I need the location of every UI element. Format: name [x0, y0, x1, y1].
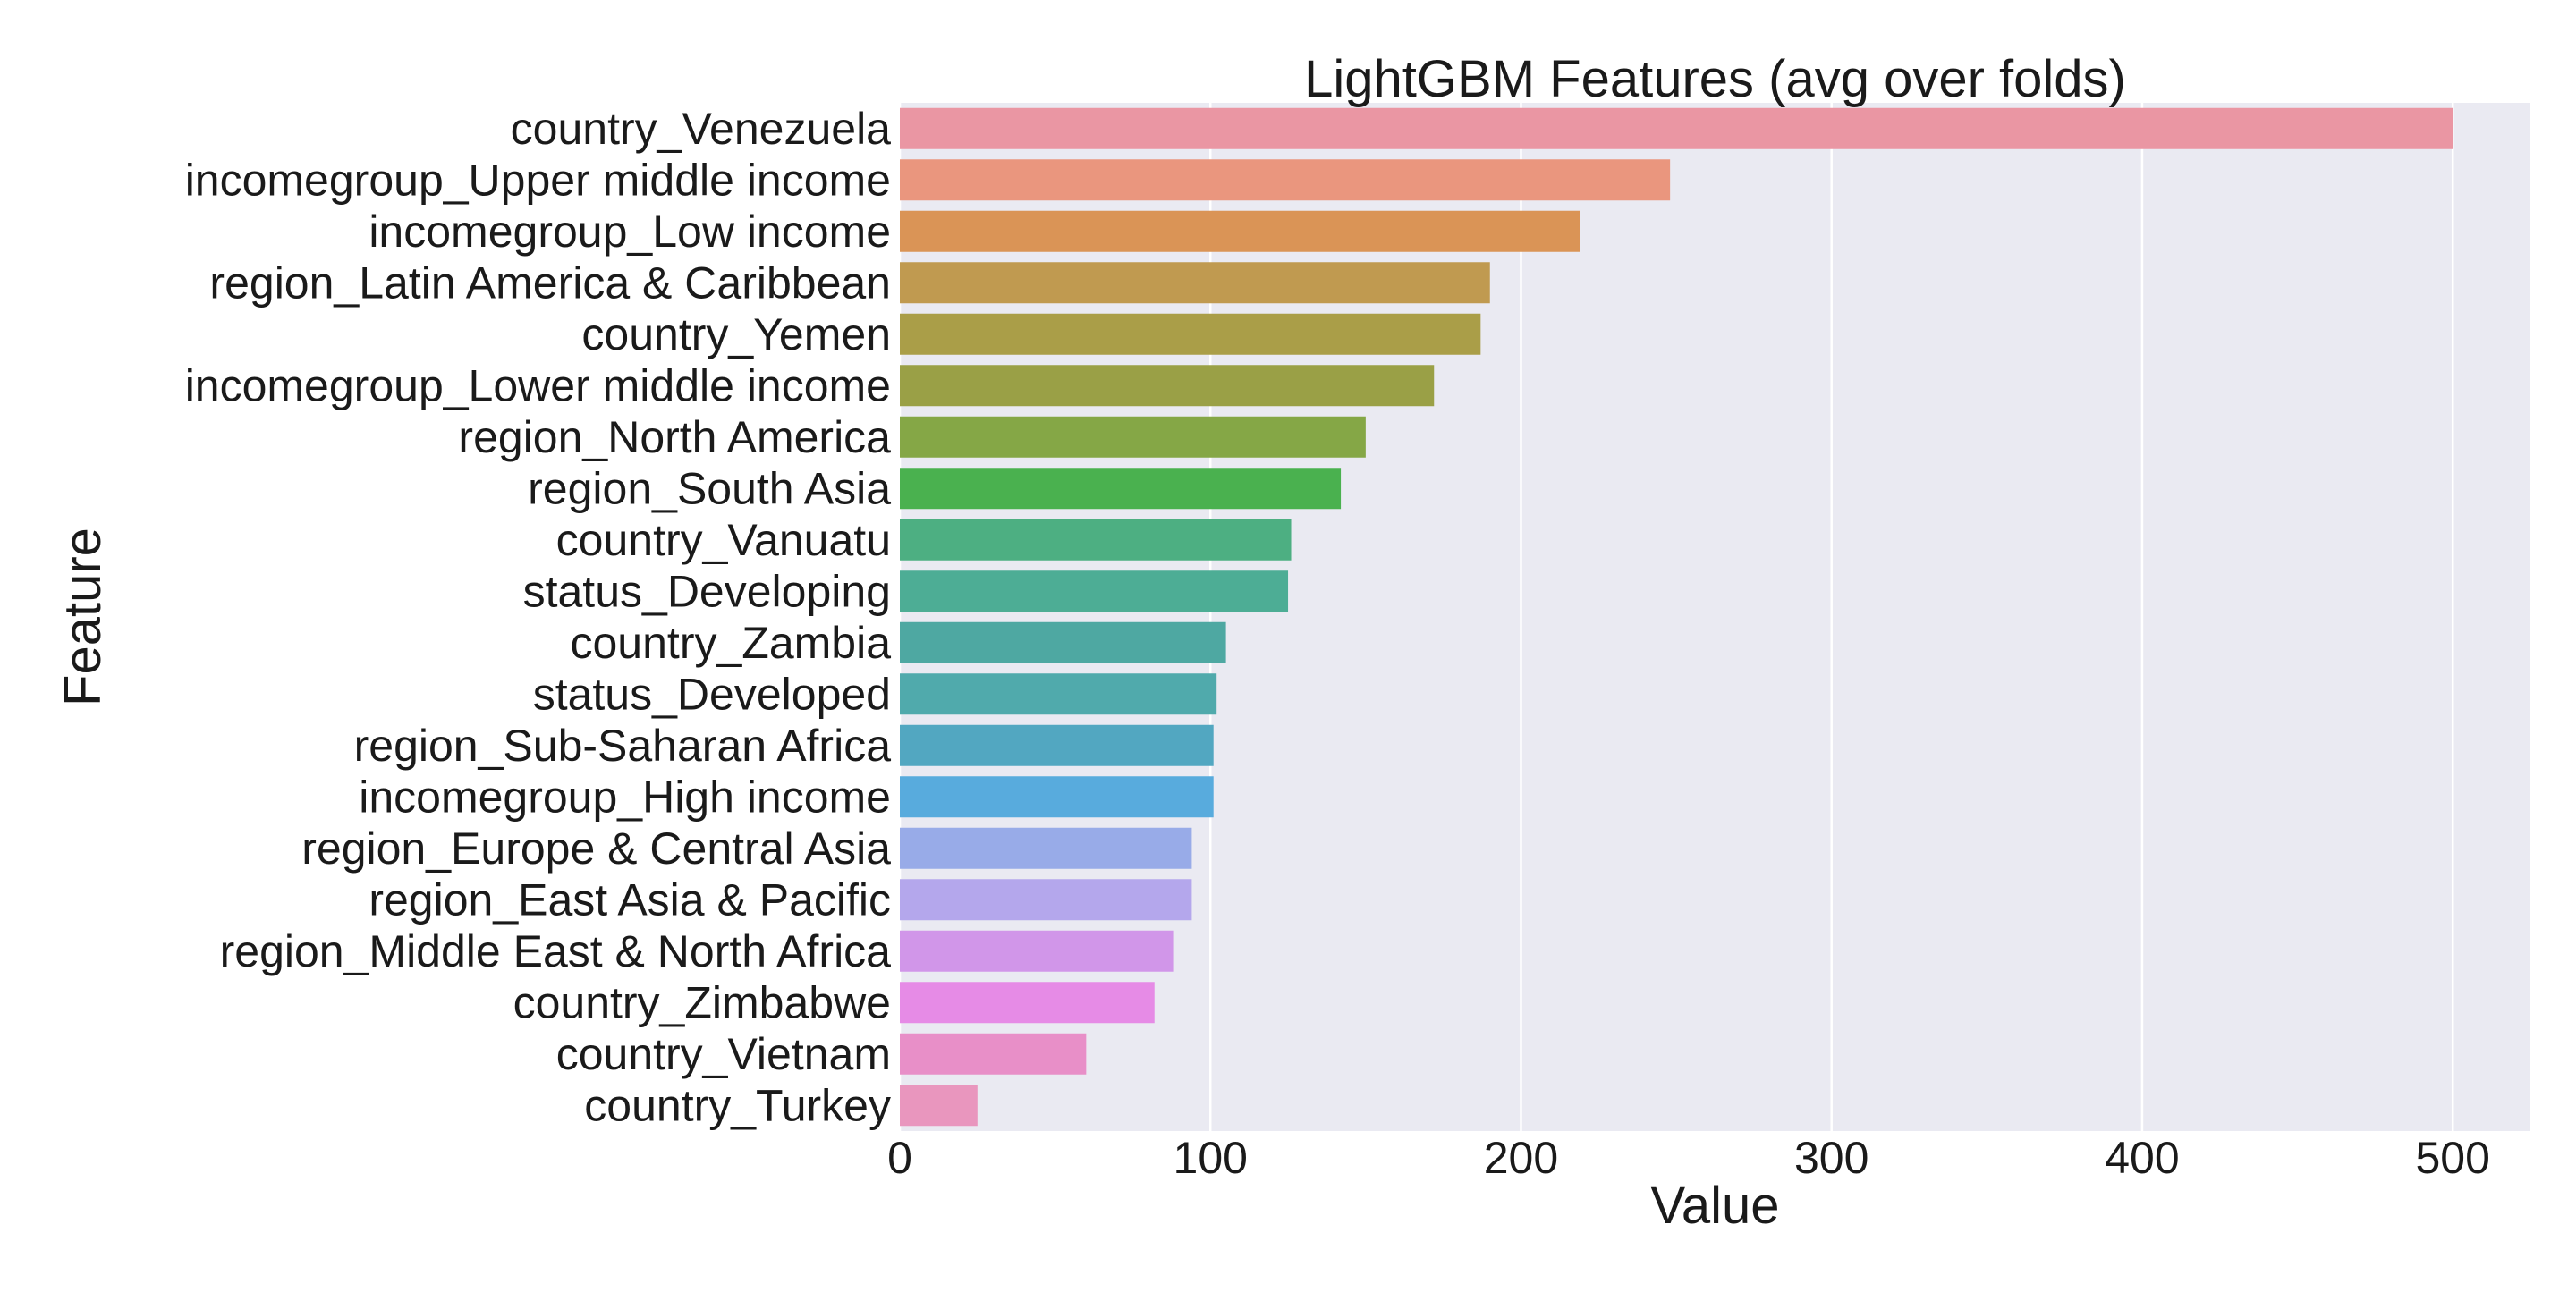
bar: [900, 982, 1155, 1024]
x-tick-label: 400: [2105, 1133, 2179, 1183]
bar: [900, 827, 1192, 869]
y-tick-label: country_Vanuatu: [556, 515, 891, 565]
y-tick-label: region_North America: [458, 412, 891, 462]
chart-title: LightGBM Features (avg over folds): [1304, 50, 2126, 108]
bar: [900, 724, 1214, 766]
bars: [900, 107, 2453, 1127]
y-tick-label: incomegroup_Low income: [369, 207, 891, 257]
y-tick-label: status_Developing: [523, 566, 891, 616]
y-tick-label: region_South Asia: [528, 463, 891, 513]
bar: [900, 313, 1481, 355]
plot-background: [900, 103, 2530, 1131]
bar: [900, 210, 1580, 252]
y-tick-label: status_Developed: [533, 669, 891, 719]
bar: [900, 519, 1292, 561]
y-tick-label: country_Venezuela: [511, 104, 892, 154]
y-tick-label: country_Turkey: [584, 1080, 891, 1130]
bar: [900, 107, 2453, 149]
y-tick-label: region_Europe & Central Asia: [301, 823, 891, 874]
bar: [900, 621, 1226, 663]
y-tick-label: incomegroup_High income: [359, 772, 891, 822]
bar: [900, 365, 1435, 407]
bar: [900, 1085, 978, 1127]
x-tick-label: 500: [2415, 1133, 2489, 1183]
bar: [900, 468, 1342, 510]
x-tick-label: 100: [1174, 1133, 1248, 1183]
bar: [900, 1033, 1087, 1075]
x-tick-labels: 0 100 200 300 400 500: [887, 1133, 2490, 1183]
bar: [900, 879, 1192, 921]
x-axis-label: Value: [1650, 1177, 1779, 1235]
y-tick-label: region_East Asia & Pacific: [369, 874, 891, 925]
y-tick-label: incomegroup_Upper middle income: [185, 155, 891, 205]
y-tick-label: region_Middle East & North Africa: [220, 926, 892, 976]
x-tick-label: 300: [1794, 1133, 1868, 1183]
bar: [900, 930, 1174, 972]
bar: [900, 262, 1490, 304]
bar: [900, 416, 1366, 458]
y-tick-label: incomegroup_Lower middle income: [185, 360, 891, 410]
y-tick-label: country_Zambia: [571, 618, 892, 668]
bar: [900, 159, 1671, 201]
y-tick-label: region_Latin America & Caribbean: [209, 258, 891, 308]
x-tick-label: 0: [887, 1133, 912, 1183]
bar: [900, 673, 1217, 715]
x-tick-label: 200: [1484, 1133, 1558, 1183]
y-tick-label: region_Sub-Saharan Africa: [354, 721, 892, 771]
y-tick-label: country_Vietnam: [556, 1029, 891, 1079]
bar: [900, 776, 1214, 818]
y-axis-label: Feature: [54, 528, 112, 706]
bar: [900, 570, 1289, 612]
y-tick-label: country_Zimbabwe: [513, 977, 891, 1027]
y-tick-label: country_Yemen: [581, 309, 891, 359]
